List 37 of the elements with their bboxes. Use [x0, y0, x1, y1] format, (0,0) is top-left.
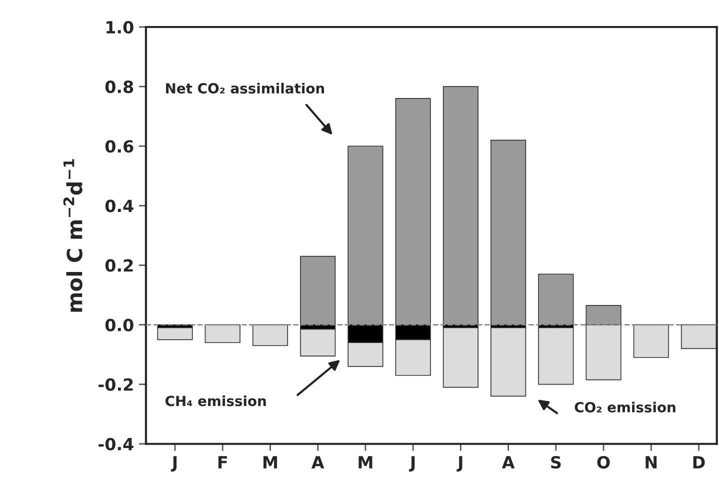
y-tick-label: -0.4: [98, 438, 134, 450]
bar: [633, 324, 669, 358]
bar: [538, 327, 574, 385]
y-tick-label: 1.0: [106, 20, 134, 34]
x-tick-label: A: [311, 456, 324, 468]
x-tick-label: D: [693, 456, 705, 468]
annotation: CH₄ emission: [165, 395, 266, 406]
x-tick-label: J: [456, 456, 462, 472]
x-tick-label: N: [646, 456, 657, 468]
x-tick-label: M: [263, 456, 277, 468]
x-tick-label: J: [170, 456, 177, 472]
bar: [442, 86, 478, 326]
x-tick-label: J: [409, 456, 415, 472]
y-tick-label: 0.8: [105, 80, 134, 94]
y-tick-label: -0.2: [98, 378, 133, 391]
bar: [300, 256, 336, 326]
bar: [490, 327, 526, 397]
bar: [157, 327, 193, 340]
y-tick-label: 0.6: [105, 140, 134, 153]
x-tick-label: A: [502, 456, 515, 468]
bar: [490, 140, 526, 326]
bar: [252, 324, 288, 346]
x-tick-label: F: [218, 456, 227, 468]
bar: [300, 328, 336, 356]
x-tick-label: O: [597, 456, 610, 469]
y-axis-title: mol C m$^{−2}$d$^{−1}$: [63, 159, 82, 312]
y-tick-label: 0.2: [105, 259, 133, 272]
annotation: Net CO₂ assimilation: [166, 82, 324, 94]
bar: [204, 324, 240, 344]
annotation: CO₂ emission: [574, 402, 676, 412]
bar: [680, 324, 717, 349]
bar: [538, 274, 574, 326]
y-tick-label: 0.4: [105, 200, 134, 212]
x-tick-label: M: [358, 456, 372, 468]
y-tick-label: 0.0: [105, 318, 134, 332]
bar: [442, 327, 478, 388]
x-tick-label: S: [551, 456, 561, 469]
